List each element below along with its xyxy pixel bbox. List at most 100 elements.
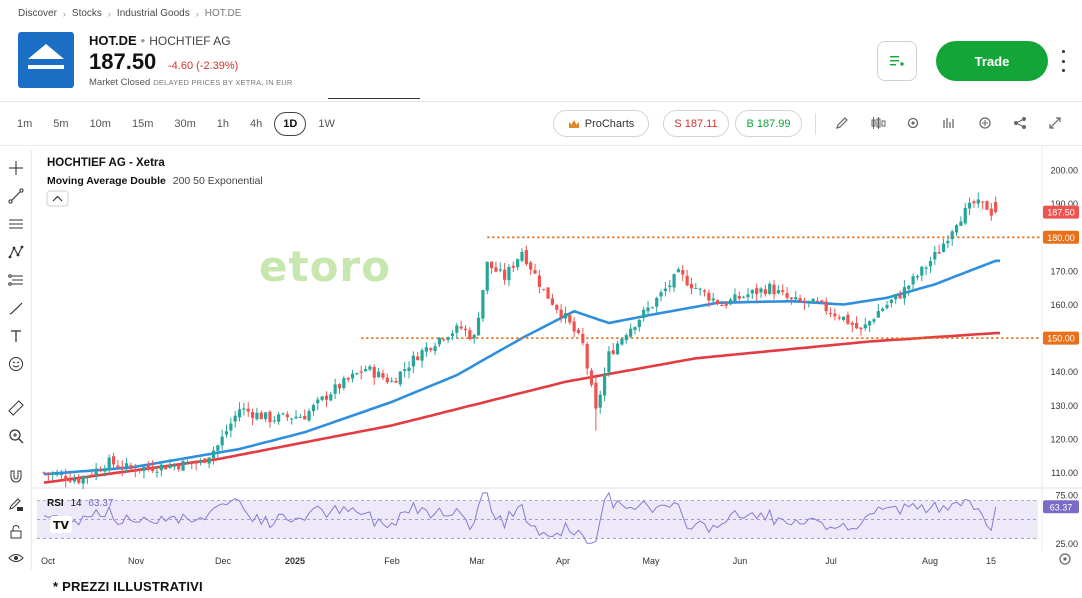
ruler-icon[interactable]: [6, 398, 26, 418]
candle-body: [185, 462, 189, 464]
settings-icon[interactable]: [904, 114, 922, 132]
candle-body: [694, 288, 698, 290]
candle: [159, 462, 163, 477]
more-options-icon[interactable]: [1058, 50, 1068, 72]
candle-body: [463, 328, 468, 331]
add-to-watchlist-button[interactable]: [877, 41, 917, 81]
candle-body: [802, 301, 807, 303]
rsi-label: RSI: [47, 498, 64, 509]
last-price-label: 187.50: [1043, 205, 1079, 219]
sell-button[interactable]: S 187.11: [663, 110, 729, 137]
candle-body: [246, 408, 250, 412]
fib-icon[interactable]: [6, 270, 26, 290]
candle-body: [589, 370, 594, 385]
timeframe-10m[interactable]: 10m: [89, 118, 111, 130]
candle: [889, 298, 893, 308]
candle: [981, 201, 985, 210]
candle: [429, 347, 433, 353]
candle-body: [359, 371, 363, 373]
candle: [359, 365, 363, 380]
candle-body: [398, 371, 402, 385]
horizontal-lines-icon[interactable]: [6, 214, 26, 234]
candle: [872, 317, 876, 325]
candle: [455, 322, 459, 339]
candle-body: [450, 333, 455, 336]
candle-body: [207, 457, 211, 464]
candle: [742, 295, 746, 299]
indicator-params: 200 50 Exponential: [173, 175, 263, 187]
text-icon[interactable]: [6, 326, 26, 346]
bars-icon[interactable]: [940, 114, 958, 132]
procharts-button[interactable]: ProCharts: [553, 110, 649, 137]
candle-body: [216, 445, 220, 451]
crosshair-icon[interactable]: [6, 158, 26, 178]
candle: [337, 383, 342, 394]
candle: [715, 299, 720, 306]
candle-body: [563, 313, 568, 319]
pattern-icon[interactable]: [6, 242, 26, 262]
candle: [672, 273, 676, 293]
lock-pencil-icon[interactable]: [6, 494, 26, 514]
share-icon[interactable]: [1011, 114, 1029, 132]
candle: [81, 475, 85, 490]
candle-body: [337, 384, 342, 389]
timeframe-1w[interactable]: 1W: [318, 118, 335, 130]
candle: [928, 256, 933, 274]
timeframe-1d[interactable]: 1D: [274, 112, 307, 136]
candles-icon[interactable]: [869, 114, 887, 132]
candle-body: [972, 201, 976, 204]
candle: [272, 416, 276, 424]
candle: [246, 402, 250, 417]
crosshair-icon[interactable]: [976, 114, 994, 132]
candle-body: [755, 288, 759, 295]
unlock-icon[interactable]: [6, 522, 26, 542]
candle-body: [433, 346, 437, 352]
breadcrumb-discover[interactable]: Discover: [18, 8, 57, 19]
expand-icon[interactable]: [1046, 114, 1064, 132]
trade-button[interactable]: Trade: [936, 41, 1048, 81]
timeframe-1h[interactable]: 1h: [216, 118, 230, 130]
header-divider: [0, 101, 1082, 102]
candle-body: [437, 337, 442, 345]
candle-body: [994, 202, 998, 213]
candle: [533, 263, 537, 275]
magnet-icon[interactable]: [6, 466, 26, 486]
timeframe-15m[interactable]: 15m: [131, 118, 154, 130]
pencil-icon[interactable]: [833, 114, 851, 132]
candle-body: [316, 399, 320, 404]
timeframe-30m[interactable]: 30m: [174, 118, 196, 130]
collapse-legend-button[interactable]: [46, 190, 69, 207]
timeframe-4h[interactable]: 4h: [250, 118, 263, 130]
breadcrumb-stocks[interactable]: Stocks: [71, 8, 102, 19]
candle-body: [976, 199, 980, 204]
timeframe-1m[interactable]: 1m: [17, 118, 33, 130]
candle-body: [537, 275, 541, 287]
ema-50-line: [43, 259, 1000, 476]
candle-body: [672, 274, 676, 288]
buy-button[interactable]: B 187.99: [735, 110, 802, 137]
timeframe-5m[interactable]: 5m: [53, 118, 69, 130]
candle: [281, 412, 285, 416]
breadcrumb-industrial-goods[interactable]: Industrial Goods: [116, 8, 190, 19]
candle: [576, 328, 581, 335]
zoom-icon[interactable]: [6, 426, 26, 446]
trendline-icon[interactable]: [6, 186, 26, 206]
time-tick-label: Mar: [469, 556, 485, 566]
candle-body: [885, 304, 889, 309]
candle: [116, 460, 120, 469]
brush-icon[interactable]: [6, 298, 26, 318]
candle-body: [937, 251, 941, 254]
candle: [781, 284, 785, 296]
candle-body: [902, 287, 906, 299]
candle-body: [355, 373, 359, 375]
candle: [776, 285, 780, 295]
eye-icon[interactable]: [6, 548, 26, 568]
candle-body: [663, 288, 667, 292]
candle-body: [403, 369, 407, 371]
candle-body: [55, 473, 59, 475]
candle: [802, 297, 807, 310]
price-chart[interactable]: etoro 110.00 120.00 130.00 140.00 150.00 160.…: [33, 146, 1082, 576]
emoji-icon[interactable]: [6, 354, 26, 374]
candle: [216, 444, 220, 458]
chart-settings-icon[interactable]: [1059, 553, 1071, 565]
